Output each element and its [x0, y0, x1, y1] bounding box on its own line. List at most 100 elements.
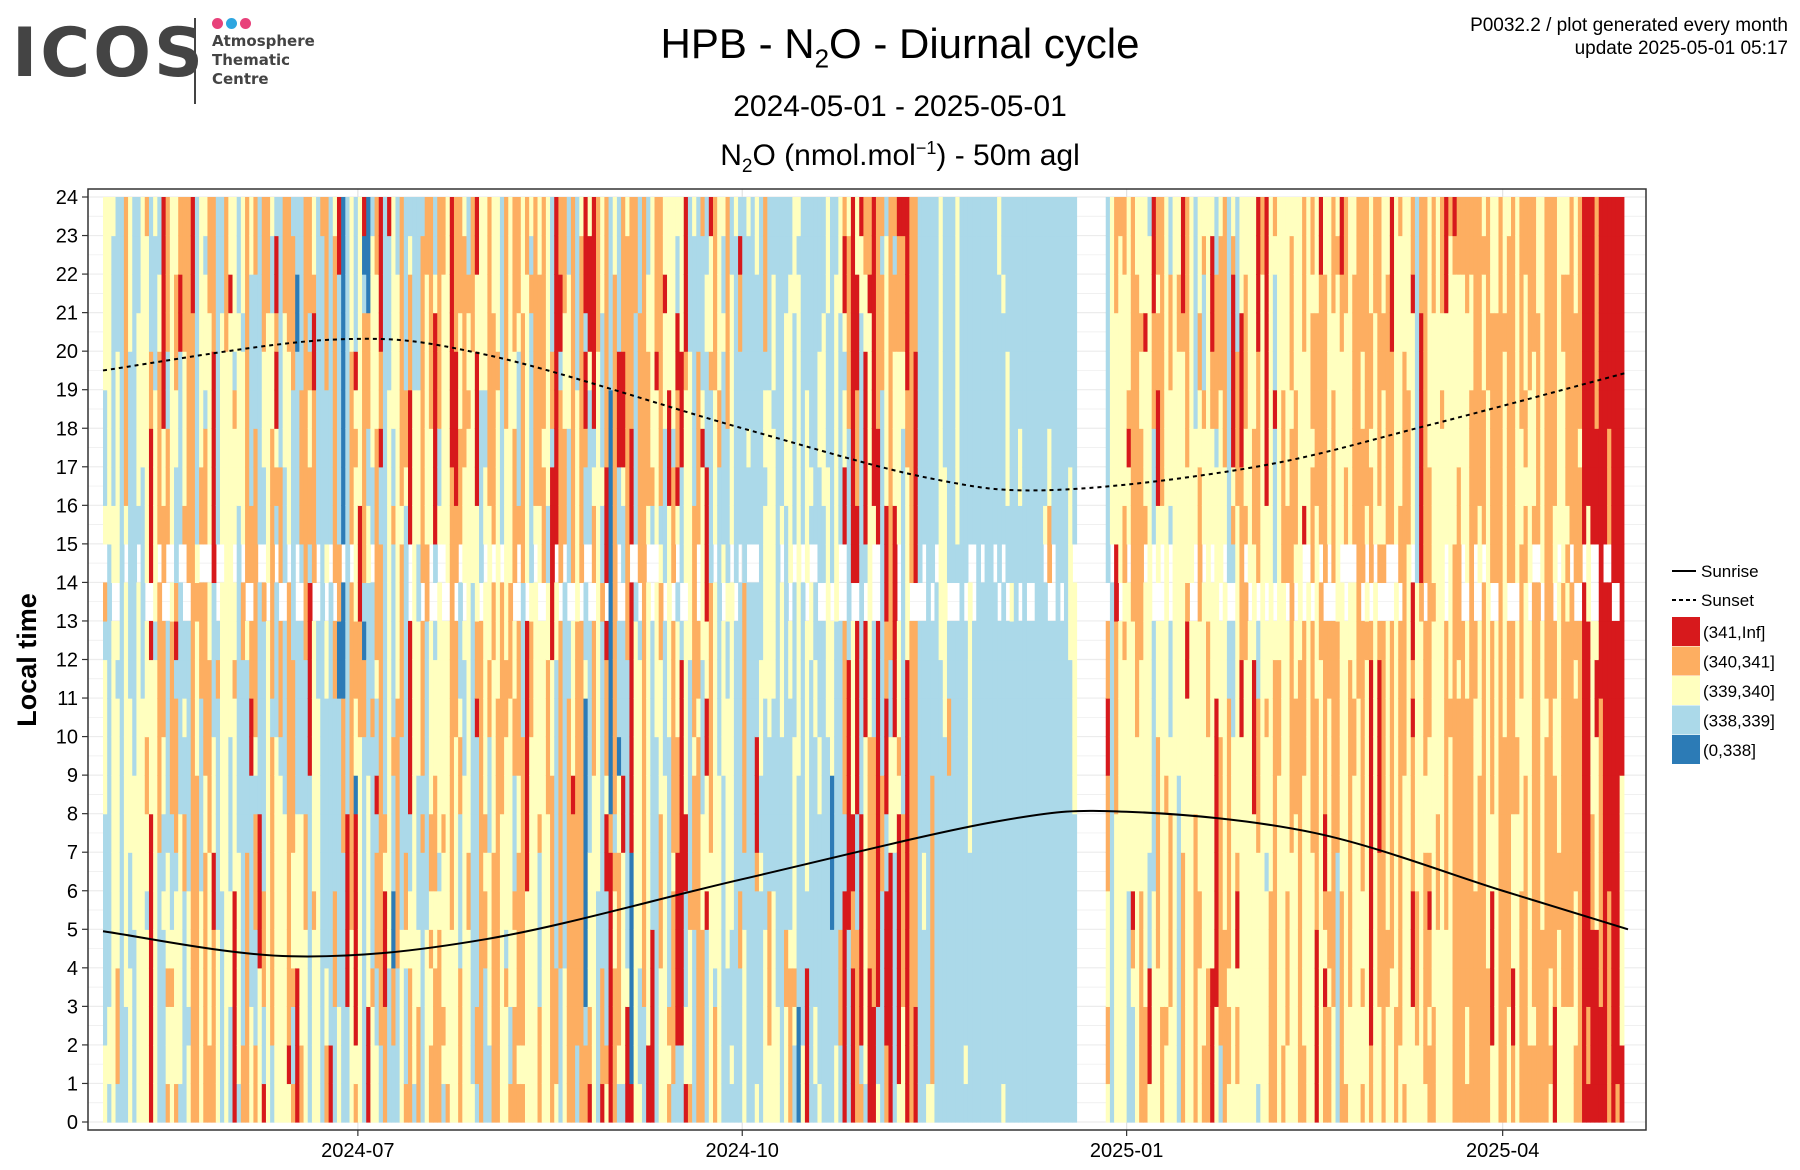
- heatmap-cell: [119, 1006, 125, 1046]
- heatmap-cell: [955, 736, 961, 776]
- heatmap-cell: [353, 235, 359, 275]
- heatmap-cell: [366, 197, 371, 237]
- heatmap-cell: [562, 582, 568, 622]
- heatmap-cell: [274, 775, 280, 815]
- heatmap-cell: [470, 312, 476, 352]
- heatmap-cell: [115, 967, 121, 1007]
- heatmap-cell: [692, 659, 697, 699]
- heatmap-cell: [604, 929, 610, 969]
- heatmap-cell: [938, 775, 944, 815]
- heatmap-cell: [257, 428, 263, 468]
- heatmap-cell: [349, 351, 355, 391]
- heatmap-cell: [403, 428, 409, 468]
- heatmap-cell: [646, 235, 651, 275]
- heatmap-cell: [265, 389, 271, 429]
- heatmap-cell: [629, 929, 635, 969]
- heatmap-cell: [616, 659, 622, 699]
- heatmap-cell: [621, 813, 626, 853]
- heatmap-cell: [169, 775, 175, 815]
- heatmap-cell: [453, 736, 459, 776]
- heatmap-cell: [261, 890, 267, 930]
- heatmap-cell: [738, 351, 743, 391]
- heatmap-cell: [403, 543, 409, 584]
- heatmap-cell: [433, 698, 438, 738]
- heatmap-cell: [554, 1083, 560, 1123]
- heatmap-cell: [190, 505, 196, 545]
- heatmap-cell: [976, 1083, 981, 1123]
- heatmap-cell: [834, 389, 839, 429]
- heatmap-cell: [253, 428, 259, 468]
- heatmap-cell: [282, 852, 288, 892]
- heatmap-cell: [512, 351, 518, 391]
- heatmap-cell: [270, 428, 275, 468]
- heatmap-cell: [926, 389, 931, 429]
- heatmap-cell: [616, 929, 622, 969]
- heatmap-cell: [817, 312, 823, 352]
- heatmap-cell: [704, 813, 710, 853]
- heatmap-cell: [165, 659, 171, 699]
- heatmap-cell: [232, 505, 238, 545]
- heatmap-cell: [466, 736, 472, 776]
- heatmap-cell: [349, 890, 355, 930]
- heatmap-cell: [466, 312, 472, 352]
- heatmap-cell: [433, 197, 438, 237]
- heatmap-cell: [324, 197, 330, 237]
- heatmap-cell: [775, 813, 781, 853]
- heatmap-cell: [850, 274, 856, 314]
- heatmap-cell: [491, 852, 497, 892]
- heatmap-cell: [809, 351, 814, 391]
- heatmap-cell: [416, 736, 422, 776]
- heatmap-cell: [378, 929, 384, 969]
- heatmap-cell: [855, 466, 860, 506]
- heatmap-cell: [809, 1006, 814, 1046]
- heatmap-cell: [115, 428, 121, 468]
- heatmap-cell: [165, 1006, 171, 1046]
- heatmap-cell: [470, 389, 476, 429]
- heatmap-cell: [612, 736, 618, 776]
- heatmap-cell: [637, 620, 643, 661]
- heatmap-cell: [157, 1044, 163, 1085]
- icos-logo: ICOS Atmosphere Thematic Centre: [8, 14, 338, 104]
- heatmap-cell: [784, 351, 789, 391]
- heatmap-cell: [320, 1044, 326, 1085]
- heatmap-cell: [976, 813, 981, 853]
- heatmap-cell: [324, 428, 330, 468]
- heatmap-cell: [428, 235, 434, 275]
- heatmap-cell: [395, 1006, 401, 1046]
- heatmap-cell: [529, 312, 534, 352]
- heatmap-cell: [721, 813, 727, 853]
- heatmap-cell: [403, 852, 409, 892]
- heatmap-cell: [219, 1083, 225, 1123]
- heatmap-cell: [713, 967, 718, 1007]
- heatmap-cell: [917, 197, 923, 237]
- heatmap-cell: [775, 466, 781, 506]
- heatmap-cell: [395, 967, 401, 1007]
- heatmap-cell: [796, 1044, 802, 1085]
- heatmap-cell: [909, 813, 915, 853]
- heatmap-cell: [658, 890, 664, 930]
- heatmap-cell: [370, 235, 376, 275]
- heatmap-cell: [240, 852, 246, 892]
- heatmap-cell: [479, 620, 484, 661]
- heatmap-cell: [687, 620, 693, 661]
- heatmap-cell: [888, 775, 894, 815]
- heatmap-cell: [474, 1044, 480, 1085]
- heatmap-cell: [754, 312, 760, 352]
- heatmap-cell: [641, 197, 647, 237]
- heatmap-cell: [834, 274, 839, 314]
- heatmap-cell: [257, 736, 263, 776]
- heatmap-cell: [303, 197, 309, 237]
- heatmap-cell: [934, 1044, 940, 1085]
- heatmap-cell: [667, 1083, 672, 1123]
- heatmap-cell: [579, 852, 585, 892]
- heatmap-cell: [934, 197, 940, 237]
- heatmap-cell: [921, 852, 927, 892]
- heatmap-cell: [942, 775, 948, 815]
- heatmap-cell: [495, 428, 501, 468]
- heatmap-cell: [291, 312, 296, 352]
- heatmap-cell: [871, 967, 877, 1007]
- heatmap-cell: [245, 312, 250, 352]
- heatmap-cell: [829, 929, 835, 969]
- heatmap-cell: [228, 505, 234, 545]
- heatmap-cell: [650, 813, 656, 853]
